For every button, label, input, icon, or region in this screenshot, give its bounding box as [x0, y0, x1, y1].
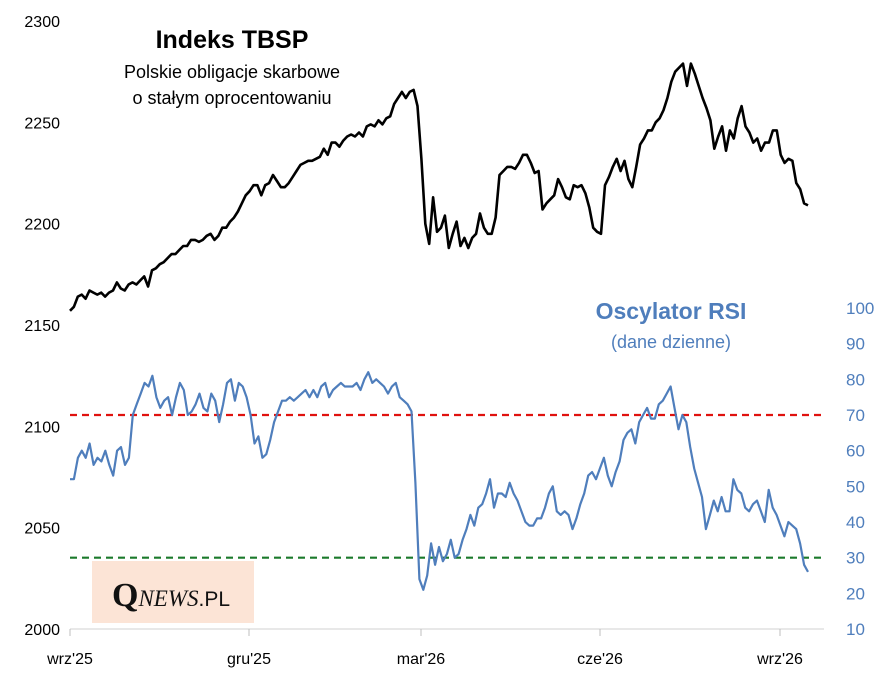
left-axis-ticks: 2000 2050 2100 2150 2200 2250 2300: [24, 14, 60, 639]
chart-title: Indeks TBSP: [156, 26, 309, 54]
left-axis-tick-label: 2000: [24, 622, 60, 639]
chart-subtitle-line-2: o stałym oprocentowaniu: [132, 88, 331, 108]
left-axis-tick-label: 2150: [24, 318, 60, 335]
rsi-series-subtitle: (dane dzienne): [611, 332, 731, 352]
left-axis-tick-label: 2100: [24, 419, 60, 436]
right-axis-tick-label: 90: [846, 335, 865, 354]
x-axis-tick-label: wrz'25: [46, 651, 93, 668]
qnews-logo: QNEWS.PL: [92, 561, 254, 623]
qnews-logo-background: [92, 561, 254, 623]
qnews-logo-text: QNEWS.PL: [112, 577, 230, 614]
x-axis-tick-label: cze'26: [577, 651, 623, 668]
x-axis-tick-label: wrz'26: [756, 651, 803, 668]
qnews-logo-pl: .PL: [199, 588, 231, 611]
rsi-series-line: [70, 371, 809, 591]
right-axis-tick-label: 70: [846, 406, 865, 425]
x-axis-tick-label: mar'26: [397, 651, 446, 668]
chart-subtitle-line-1: Polskie obligacje skarbowe: [124, 62, 340, 82]
right-axis-tick-label: 80: [846, 370, 865, 389]
right-axis-tick-label: 50: [846, 477, 865, 496]
tbsp-series-line: [69, 62, 809, 312]
rsi-series-title: Oscylator RSI: [596, 298, 747, 324]
right-axis-tick-label: 20: [846, 584, 865, 603]
right-axis-tick-label: 30: [846, 549, 865, 568]
left-axis-tick-label: 2300: [24, 14, 60, 31]
right-axis-tick-label: 60: [846, 442, 865, 461]
right-axis-tick-label: 10: [846, 620, 865, 639]
x-axis-tick-label: gru'25: [227, 651, 271, 668]
x-axis-ticks: wrz'25 gru'25 mar'26 cze'26 wrz'26: [46, 629, 803, 668]
left-axis-tick-label: 2250: [24, 115, 60, 132]
left-axis-tick-label: 2050: [24, 521, 60, 538]
left-axis-tick-label: 2200: [24, 217, 60, 234]
right-axis-ticks: 10 20 30 40 50 60 70 80 90 100: [846, 299, 874, 639]
right-axis-tick-label: 40: [846, 513, 865, 532]
qnews-logo-news: NEWS: [137, 586, 199, 611]
qnews-logo-q: Q: [112, 577, 138, 614]
right-axis-tick-label: 100: [846, 299, 874, 318]
